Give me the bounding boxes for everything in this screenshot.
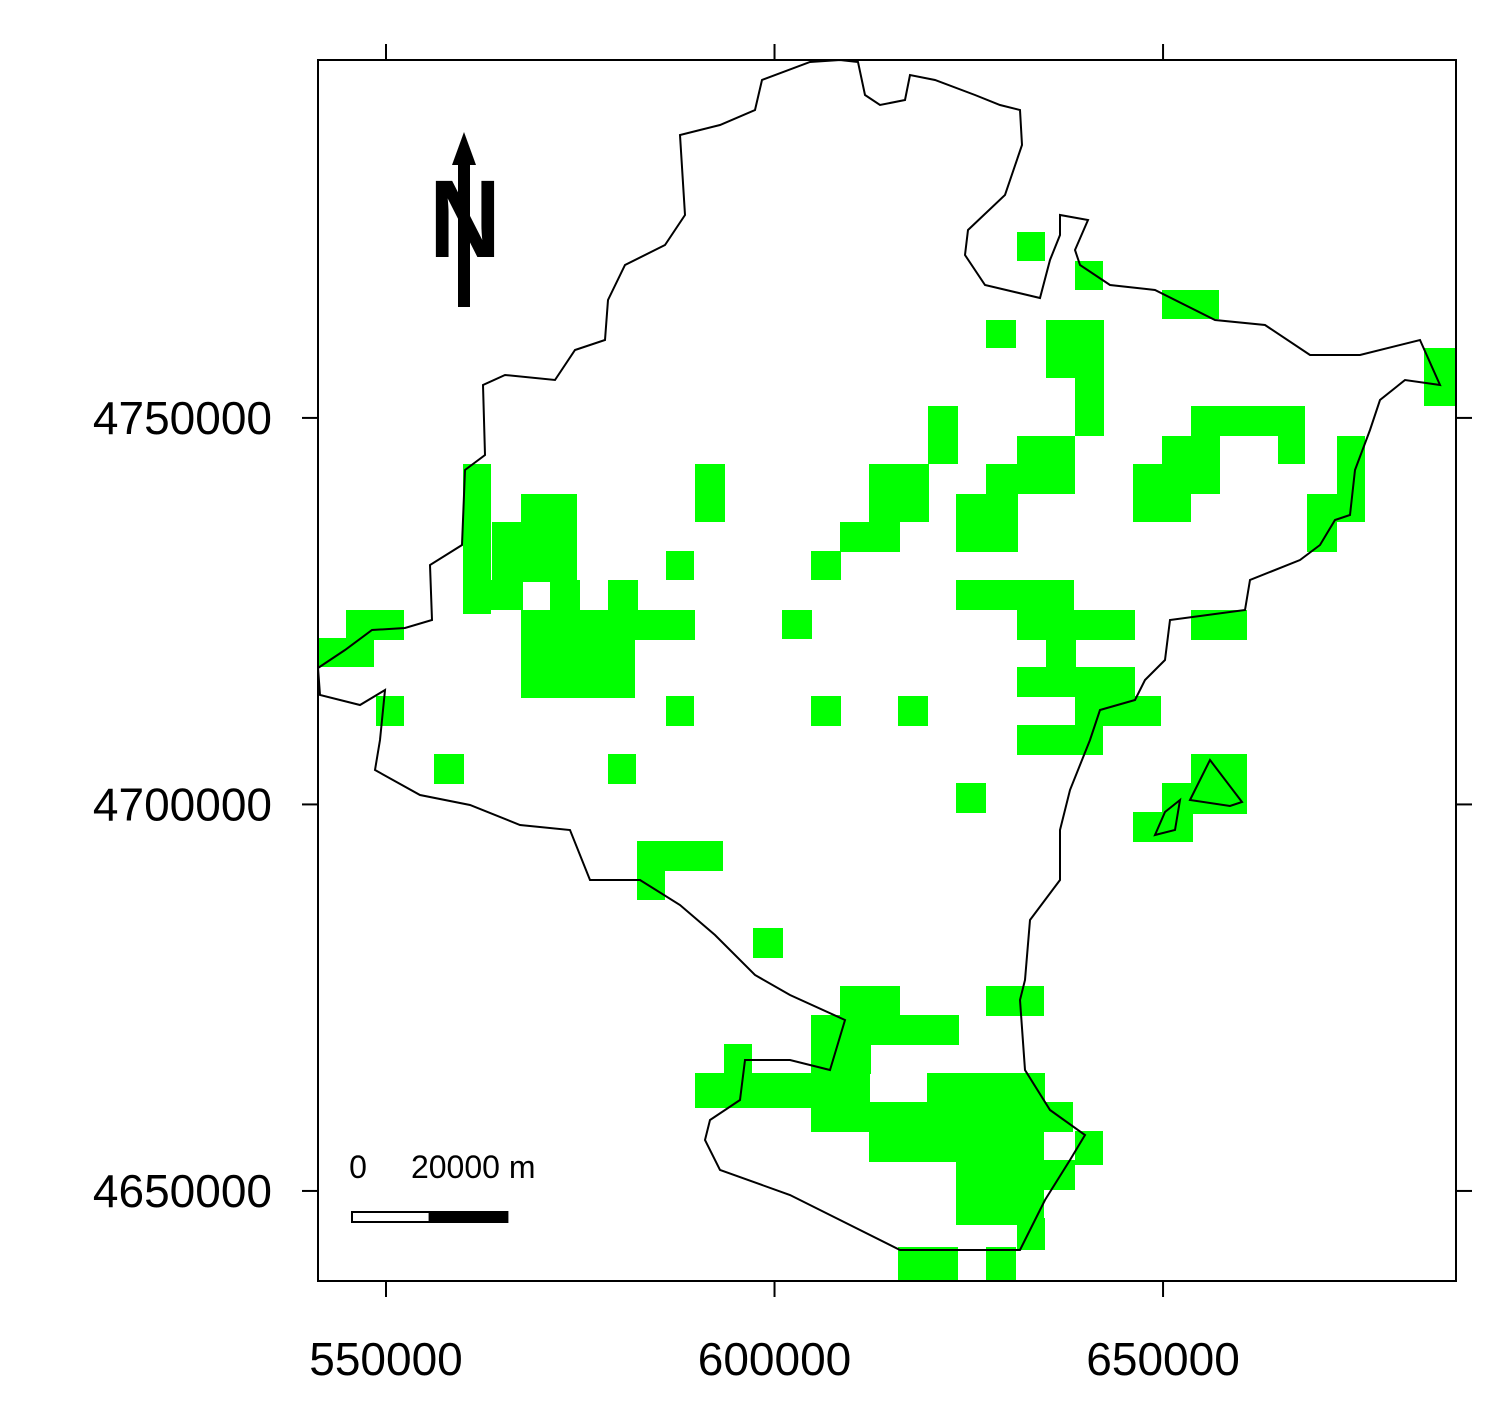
presence-cells	[318, 232, 1456, 1281]
north-label: N	[429, 158, 500, 281]
x-tick-label: 550000	[309, 1333, 463, 1385]
scale-start-label: 0	[349, 1149, 367, 1185]
north-arrow: N	[429, 132, 501, 307]
y-tick-label: 4750000	[93, 392, 272, 444]
scale-end-label: 20000 m	[411, 1149, 536, 1185]
scale-bar-black	[428, 1211, 509, 1223]
region-border	[318, 60, 1442, 1251]
map-frame	[317, 59, 1457, 1282]
y-tick-label: 4700000	[93, 778, 272, 830]
scale-bar-white	[351, 1211, 431, 1223]
x-tick-label: 600000	[698, 1333, 852, 1385]
y-tick-label: 4650000	[93, 1165, 272, 1217]
x-tick-label: 650000	[1086, 1333, 1240, 1385]
